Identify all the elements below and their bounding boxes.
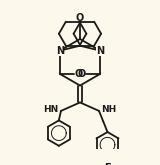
Text: F: F — [104, 163, 111, 165]
Text: HN: HN — [44, 105, 59, 114]
Text: N: N — [56, 46, 64, 56]
Text: O: O — [77, 69, 85, 79]
Text: O: O — [75, 69, 83, 79]
Text: N: N — [96, 46, 104, 56]
Text: O: O — [76, 13, 84, 23]
Text: NH: NH — [101, 105, 116, 114]
